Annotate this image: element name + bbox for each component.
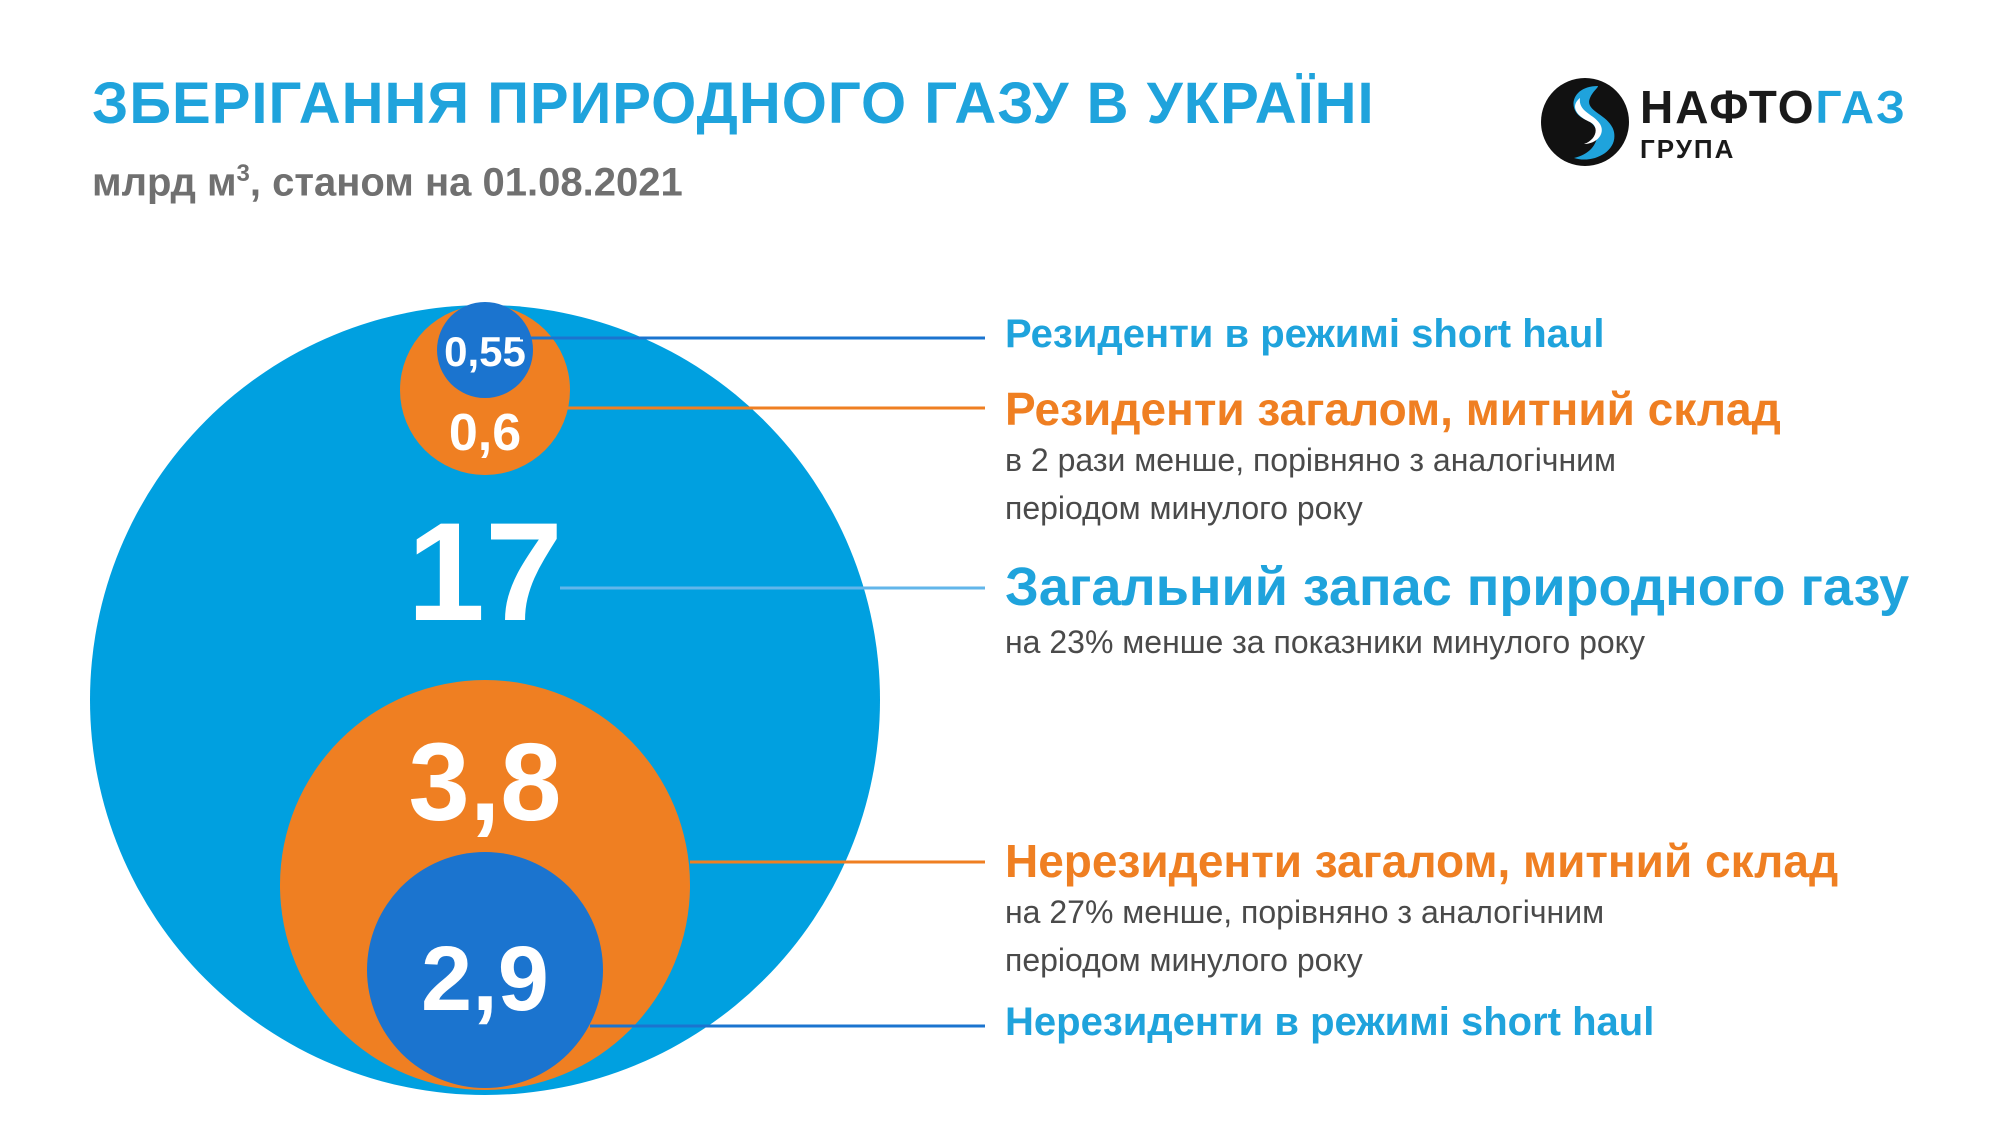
label-title: Нерезиденти в режимі short haul	[1005, 1000, 1655, 1044]
subtitle-unit: млрд м	[92, 160, 237, 205]
bubble-nonresidents-short-haul	[367, 852, 603, 1088]
label-nonresidents-short-haul: Нерезиденти в режимі short haul	[1005, 1000, 1654, 1045]
label-title: Нерезиденти загалом, митний склад	[1005, 835, 1839, 887]
value-nonresidents-short-haul: 2,9	[421, 928, 549, 1030]
label-note-line: на 23% менше за показники минулого року	[1005, 624, 1646, 660]
label-note-line: в 2 рази менше, порівняно з аналогічним	[1005, 442, 1617, 478]
logo-wordmark: НАФТОГАЗ	[1640, 81, 1907, 133]
page-title: ЗБЕРІГАННЯ ПРИРОДНОГО ГАЗУ В УКРАЇНІ	[92, 71, 1375, 136]
value-total: 17	[407, 493, 563, 650]
naftogaz-emblem-icon	[1541, 78, 1629, 166]
label-note-line: періодом минулого року	[1005, 490, 1363, 526]
logo-subtext: ГРУПА	[1640, 134, 1736, 164]
value-residents-total: 0,6	[449, 404, 521, 462]
label-nonresidents-total: Нерезиденти загалом, митний склад на 27%…	[1005, 834, 1838, 984]
subtitle-unit-exponent: 3	[236, 160, 250, 187]
label-residents-short-haul: Резиденти в режимі short haul	[1005, 312, 1604, 357]
label-title: Резиденти загалом, митний склад	[1005, 383, 1781, 435]
label-title: Загальний запас природного газу	[1005, 557, 1910, 617]
naftogaz-logo: НАФТОГАЗ ГРУПА	[1540, 72, 1960, 172]
bubble-residents-short-haul	[437, 302, 533, 398]
label-note-line: на 27% менше, порівняно з аналогічним	[1005, 894, 1605, 930]
subtitle-date: , станом на 01.08.2021	[249, 160, 683, 205]
label-note-line: періодом минулого року	[1005, 942, 1363, 978]
label-total: Загальний запас природного газу на 23% м…	[1005, 556, 1909, 666]
label-title: Резиденти в режимі short haul	[1005, 312, 1605, 356]
label-residents-total: Резиденти загалом, митний склад в 2 рази…	[1005, 382, 1781, 532]
value-nonresidents-total: 3,8	[409, 721, 562, 844]
value-residents-short-haul: 0,55	[444, 328, 526, 375]
page-subtitle: млрд м3, станом на 01.08.2021	[92, 160, 683, 205]
